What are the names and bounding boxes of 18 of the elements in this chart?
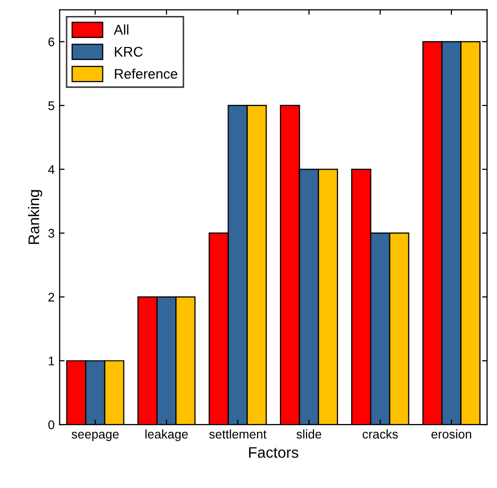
x-tick-label: settlement bbox=[209, 429, 266, 439]
x-tick-label: cracks bbox=[362, 429, 398, 439]
x-tick-label: erosion bbox=[431, 429, 472, 439]
y-tick-label: 3 bbox=[48, 228, 54, 238]
y-tick-label: 6 bbox=[48, 37, 54, 46]
y-tick-label: 0 bbox=[48, 420, 54, 430]
legend-label: KRC bbox=[114, 46, 143, 57]
legend-label: Reference bbox=[114, 68, 178, 79]
x-axis-title: Factors bbox=[249, 447, 298, 458]
y-tick-label: 4 bbox=[48, 165, 54, 174]
y-axis-title: Ranking bbox=[28, 190, 42, 244]
y-tick-label: 5 bbox=[48, 101, 54, 110]
legend-label: All bbox=[114, 24, 128, 34]
y-tick-label: 2 bbox=[48, 292, 54, 302]
y-tick-label: 1 bbox=[48, 356, 54, 366]
x-tick-label: leakage bbox=[145, 429, 188, 442]
x-tick-label: seepage bbox=[72, 432, 119, 442]
x-tick-label: slide bbox=[296, 429, 322, 439]
